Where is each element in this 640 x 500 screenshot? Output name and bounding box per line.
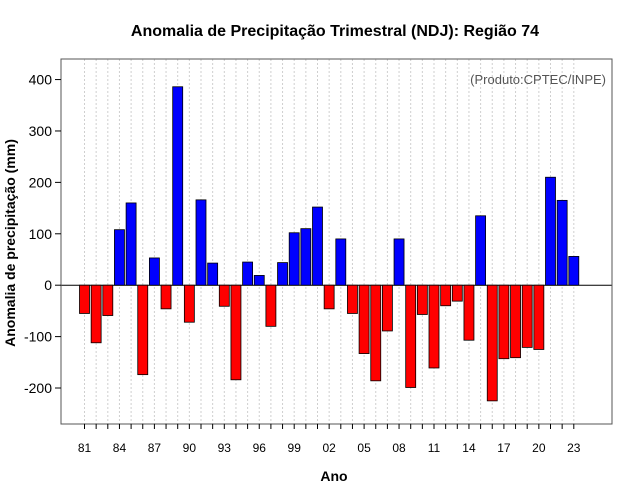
x-tick-label-05: 05 xyxy=(357,441,371,455)
bar-21 xyxy=(545,176,556,286)
y-tick-label-0: 0 xyxy=(44,277,52,293)
x-tick-label-99: 99 xyxy=(288,441,302,455)
x-tick-label-20: 20 xyxy=(532,441,546,455)
bar-95 xyxy=(242,261,254,286)
bar-85 xyxy=(125,202,137,286)
bar-00 xyxy=(300,228,312,286)
bar-22 xyxy=(556,199,568,286)
bar-91 xyxy=(195,199,207,286)
x-tick-label-17: 17 xyxy=(497,441,511,455)
bar-86 xyxy=(137,284,149,376)
bar-23 xyxy=(568,256,580,286)
bar-88 xyxy=(160,284,172,310)
x-tick-label-23: 23 xyxy=(567,441,581,455)
bar-89 xyxy=(172,86,184,286)
bar-15 xyxy=(475,215,487,286)
bar-17 xyxy=(498,284,510,360)
chart-title: Anomalia de Precipitação Trimestral (NDJ… xyxy=(131,23,539,40)
bar-09 xyxy=(405,284,417,388)
bar-03 xyxy=(335,238,347,286)
credit-text: (Produto:CPTEC/INPE) xyxy=(470,72,606,87)
bar-81 xyxy=(79,284,90,314)
bar-13 xyxy=(451,284,463,302)
bar-08 xyxy=(393,238,405,286)
bar-98 xyxy=(277,262,288,286)
x-tick-label-81: 81 xyxy=(78,441,92,455)
bar-11 xyxy=(428,284,440,369)
bar-92 xyxy=(207,262,219,286)
bar-83 xyxy=(102,284,114,316)
y-axis: -200 -100 0 100 200 300 400 xyxy=(24,72,61,396)
bar-07 xyxy=(381,284,393,332)
bar-84 xyxy=(114,229,125,286)
bar-94 xyxy=(230,284,242,381)
bar-05 xyxy=(358,284,370,354)
bar-96 xyxy=(253,275,265,286)
x-tick-label-02: 02 xyxy=(322,441,336,455)
bar-97 xyxy=(265,284,277,327)
bar-19 xyxy=(521,284,533,348)
x-axis-label: Ano xyxy=(320,468,347,484)
y-tick-label-200: 200 xyxy=(29,174,53,190)
bar-87 xyxy=(148,257,160,286)
x-tick-label-14: 14 xyxy=(462,441,476,455)
x-tick-label-87: 87 xyxy=(148,441,162,455)
y-tick-label--200: -200 xyxy=(24,380,52,396)
bar-93 xyxy=(218,284,230,307)
bar-02 xyxy=(323,284,335,310)
bar-14 xyxy=(463,284,475,341)
x-tick-label-90: 90 xyxy=(183,441,197,455)
grid-layer xyxy=(84,59,575,424)
bar-90 xyxy=(183,284,195,323)
bar-82 xyxy=(90,284,102,344)
bar-layer xyxy=(79,86,580,402)
y-tick-label-100: 100 xyxy=(29,226,53,242)
bar-12 xyxy=(440,284,452,307)
x-tick-label-96: 96 xyxy=(253,441,267,455)
y-axis-label: Anomalia de precipitação (mm) xyxy=(2,139,18,347)
y-tick-label-300: 300 xyxy=(29,123,53,139)
y-tick-label-400: 400 xyxy=(29,72,53,88)
plot-frame xyxy=(60,58,613,425)
x-tick-label-93: 93 xyxy=(218,441,232,455)
x-axis: 81 84 87 90 93 96 99 02 05 08 11 14 17 20 23 xyxy=(78,424,581,455)
bar-06 xyxy=(370,284,382,382)
bar-20 xyxy=(533,284,545,350)
x-tick-label-84: 84 xyxy=(113,441,127,455)
bar-18 xyxy=(510,284,521,359)
x-tick-label-08: 08 xyxy=(392,441,406,455)
x-tick-label-11: 11 xyxy=(428,441,441,455)
y-tick-label--100: -100 xyxy=(24,329,52,345)
bar-01 xyxy=(312,206,323,286)
bar-99 xyxy=(288,232,300,286)
bar-10 xyxy=(416,284,428,315)
bar-16 xyxy=(486,284,498,402)
bar-04 xyxy=(347,284,358,314)
